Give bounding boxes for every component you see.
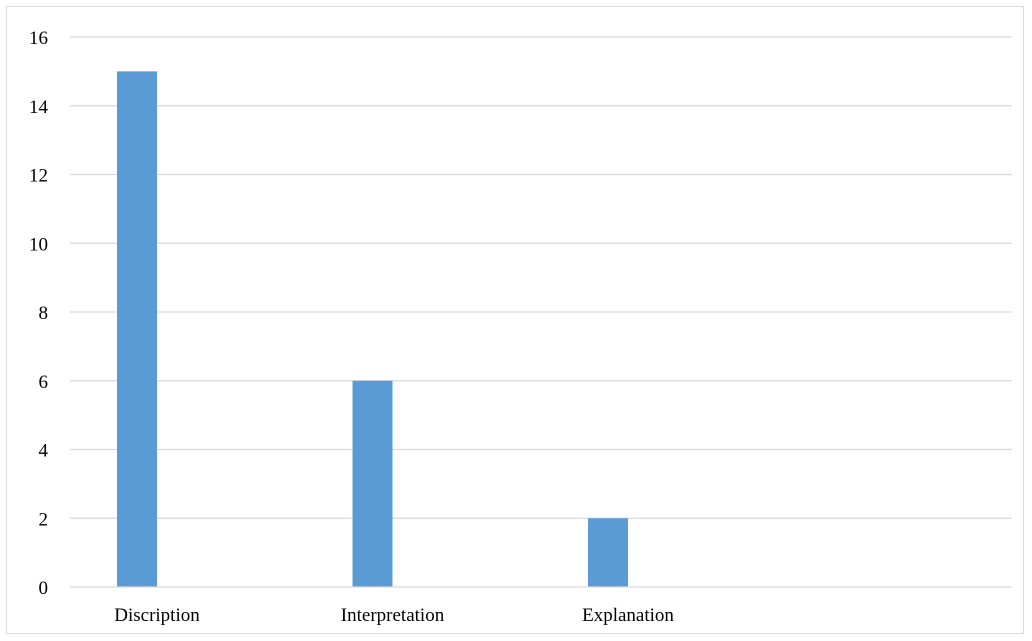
y-tick-label-10: 10 (29, 234, 48, 255)
x-tick-label-discription: Discription (114, 605, 200, 626)
y-tick-label-2: 2 (39, 509, 49, 530)
bar-discription (117, 71, 157, 587)
x-tick-label-interpretation: Interpretation (341, 605, 445, 626)
y-tick-label-8: 8 (39, 303, 49, 324)
y-tick-label-6: 6 (39, 372, 49, 393)
y-tick-label-16: 16 (29, 28, 48, 49)
y-tick-label-14: 14 (29, 97, 49, 118)
x-tick-label-explanation: Explanation (582, 605, 674, 626)
y-tick-labels: 0 2 4 6 8 10 12 14 16 (29, 28, 49, 599)
gridlines (70, 36, 1012, 519)
bar-explanation (588, 518, 628, 587)
y-tick-label-12: 12 (29, 166, 48, 187)
bars (117, 71, 628, 587)
y-tick-label-0: 0 (39, 578, 49, 599)
bar-interpretation (352, 380, 393, 587)
y-tick-label-4: 4 (39, 441, 49, 462)
chart-frame (6, 6, 1024, 634)
x-tick-labels: Discription Interpretation Explanation (114, 605, 674, 626)
